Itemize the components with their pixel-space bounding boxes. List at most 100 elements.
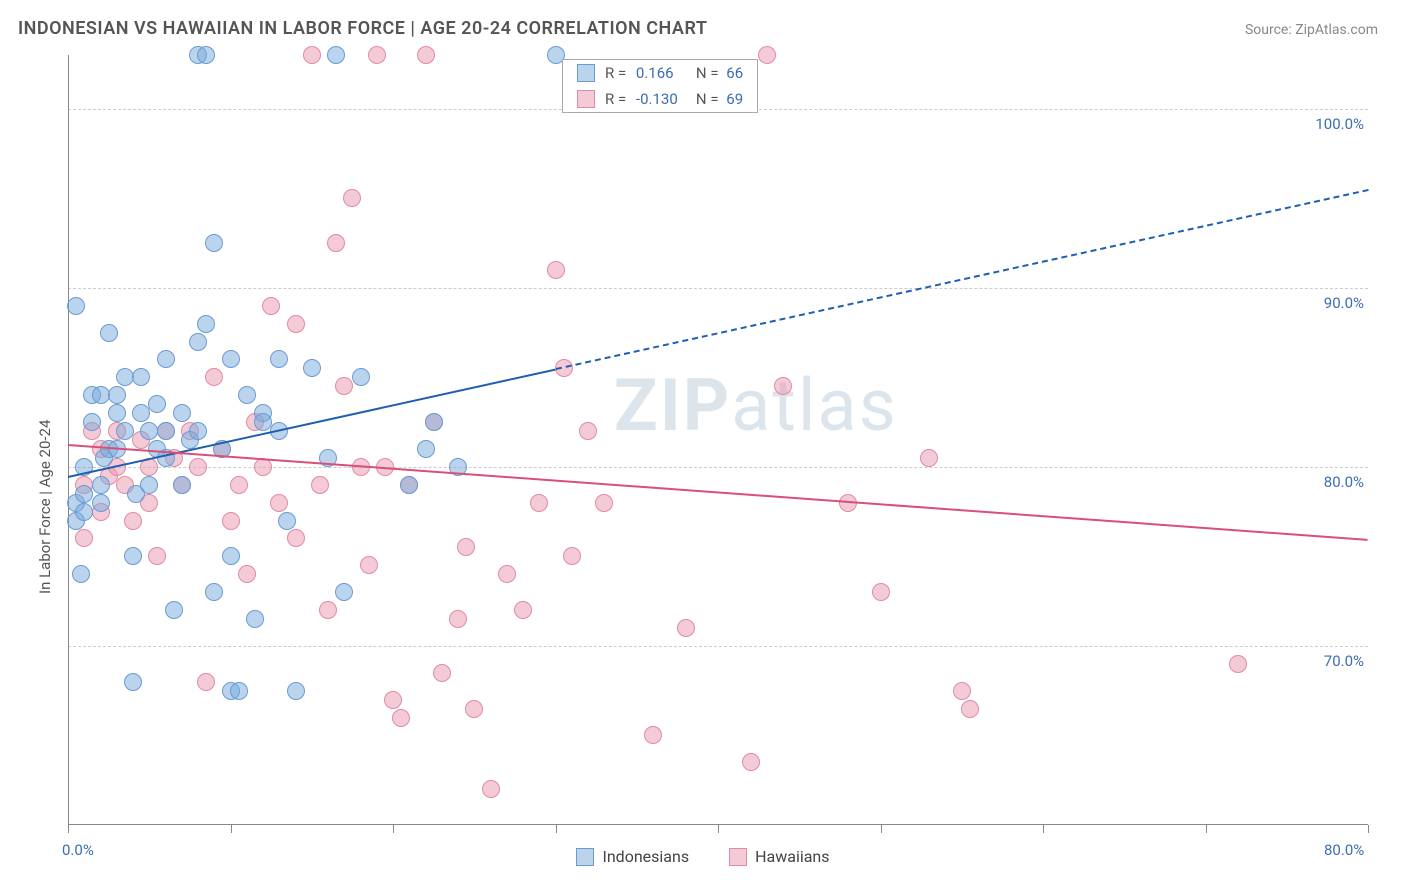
stats-legend-row: R = -0.130N = 69 <box>563 86 757 112</box>
scatter-point-indonesians <box>124 547 142 565</box>
scatter-point-hawaiians <box>222 512 240 530</box>
scatter-point-hawaiians <box>595 494 613 512</box>
scatter-point-hawaiians <box>197 673 215 691</box>
scatter-point-hawaiians <box>758 46 776 64</box>
scatter-point-hawaiians <box>961 700 979 718</box>
y-tick-label: 90.0% <box>1308 294 1364 312</box>
legend-stats-text: R = 0.166N = 66 <box>605 64 743 82</box>
scatter-point-hawaiians <box>335 377 353 395</box>
scatter-point-hawaiians <box>530 494 548 512</box>
scatter-point-indonesians <box>189 333 207 351</box>
gridline <box>68 646 1368 647</box>
bottom-legend: Indonesians Hawaiians <box>18 847 1388 866</box>
scatter-point-indonesians <box>238 386 256 404</box>
gridline <box>68 288 1368 289</box>
scatter-point-hawaiians <box>514 601 532 619</box>
scatter-point-indonesians <box>72 565 90 583</box>
scatter-point-hawaiians <box>262 297 280 315</box>
bottom-legend-item: Indonesians <box>576 847 689 866</box>
scatter-point-indonesians <box>92 494 110 512</box>
y-tick-label: 80.0% <box>1308 473 1364 491</box>
scatter-point-indonesians <box>75 485 93 503</box>
scatter-point-indonesians <box>67 297 85 315</box>
scatter-point-indonesians <box>246 610 264 628</box>
y-tick-label: 100.0% <box>1308 115 1364 133</box>
scatter-point-indonesians <box>270 350 288 368</box>
stats-legend: R = 0.166N = 66 R = -0.130N = 69 <box>562 59 758 113</box>
x-tick <box>556 825 557 833</box>
scatter-point-indonesians <box>116 422 134 440</box>
scatter-point-indonesians <box>417 440 435 458</box>
source-label: Source: ZipAtlas.com <box>1245 22 1378 38</box>
scatter-point-indonesians <box>189 422 207 440</box>
scatter-point-hawaiians <box>498 565 516 583</box>
scatter-point-hawaiians <box>953 682 971 700</box>
scatter-point-hawaiians <box>392 709 410 727</box>
scatter-point-indonesians <box>165 601 183 619</box>
scatter-point-indonesians <box>83 413 101 431</box>
scatter-point-hawaiians <box>311 476 329 494</box>
legend-swatch <box>577 90 595 108</box>
trend-line <box>68 444 1368 541</box>
x-tick <box>231 825 232 833</box>
scatter-point-indonesians <box>197 315 215 333</box>
scatter-point-indonesians <box>254 413 272 431</box>
scatter-point-hawaiians <box>465 700 483 718</box>
scatter-point-indonesians <box>425 413 443 431</box>
scatter-point-hawaiians <box>327 234 345 252</box>
scatter-point-hawaiians <box>872 583 890 601</box>
x-tick <box>393 825 394 833</box>
scatter-point-hawaiians <box>148 547 166 565</box>
scatter-point-indonesians <box>140 476 158 494</box>
legend-swatch <box>729 848 747 866</box>
watermark: ZIPatlas <box>614 363 898 448</box>
scatter-point-hawaiians <box>75 529 93 547</box>
scatter-point-hawaiians <box>360 556 378 574</box>
scatter-point-indonesians <box>278 512 296 530</box>
y-axis-title: In Labor Force | Age 20-24 <box>36 420 54 594</box>
scatter-point-indonesians <box>132 404 150 422</box>
scatter-point-indonesians <box>124 673 142 691</box>
scatter-point-hawaiians <box>230 476 248 494</box>
scatter-point-indonesians <box>222 547 240 565</box>
scatter-point-indonesians <box>287 682 305 700</box>
scatter-point-hawaiians <box>482 780 500 798</box>
scatter-point-hawaiians <box>433 664 451 682</box>
x-tick <box>718 825 719 833</box>
scatter-point-hawaiians <box>1229 655 1247 673</box>
scatter-point-hawaiians <box>579 422 597 440</box>
scatter-point-hawaiians <box>774 377 792 395</box>
bottom-legend-item: Hawaiians <box>729 847 829 866</box>
scatter-point-hawaiians <box>920 449 938 467</box>
legend-swatch <box>576 848 594 866</box>
scatter-point-indonesians <box>132 368 150 386</box>
scatter-point-indonesians <box>352 368 370 386</box>
scatter-point-hawaiians <box>384 691 402 709</box>
scatter-point-hawaiians <box>563 547 581 565</box>
scatter-point-hawaiians <box>270 494 288 512</box>
x-tick <box>1043 825 1044 833</box>
scatter-point-hawaiians <box>319 601 337 619</box>
stats-legend-row: R = 0.166N = 66 <box>563 60 757 86</box>
scatter-point-hawaiians <box>189 458 207 476</box>
scatter-point-indonesians <box>205 234 223 252</box>
plot-border <box>68 55 1368 825</box>
scatter-point-indonesians <box>205 583 223 601</box>
scatter-point-indonesians <box>222 350 240 368</box>
scatter-point-indonesians <box>400 476 418 494</box>
scatter-point-indonesians <box>108 386 126 404</box>
x-tick <box>68 825 69 833</box>
scatter-point-indonesians <box>197 46 215 64</box>
scatter-chart: 70.0%80.0%90.0%100.0%0.0%80.0%In Labor F… <box>18 47 1388 885</box>
bottom-legend-label: Hawaiians <box>755 847 829 866</box>
chart-title: INDONESIAN VS HAWAIIAN IN LABOR FORCE | … <box>18 18 707 39</box>
scatter-point-indonesians <box>303 359 321 377</box>
x-tick <box>1368 825 1369 833</box>
scatter-point-hawaiians <box>417 46 435 64</box>
scatter-point-indonesians <box>75 503 93 521</box>
scatter-point-hawaiians <box>124 512 142 530</box>
scatter-point-hawaiians <box>644 726 662 744</box>
scatter-point-hawaiians <box>449 610 467 628</box>
scatter-point-indonesians <box>157 422 175 440</box>
scatter-point-hawaiians <box>343 189 361 207</box>
